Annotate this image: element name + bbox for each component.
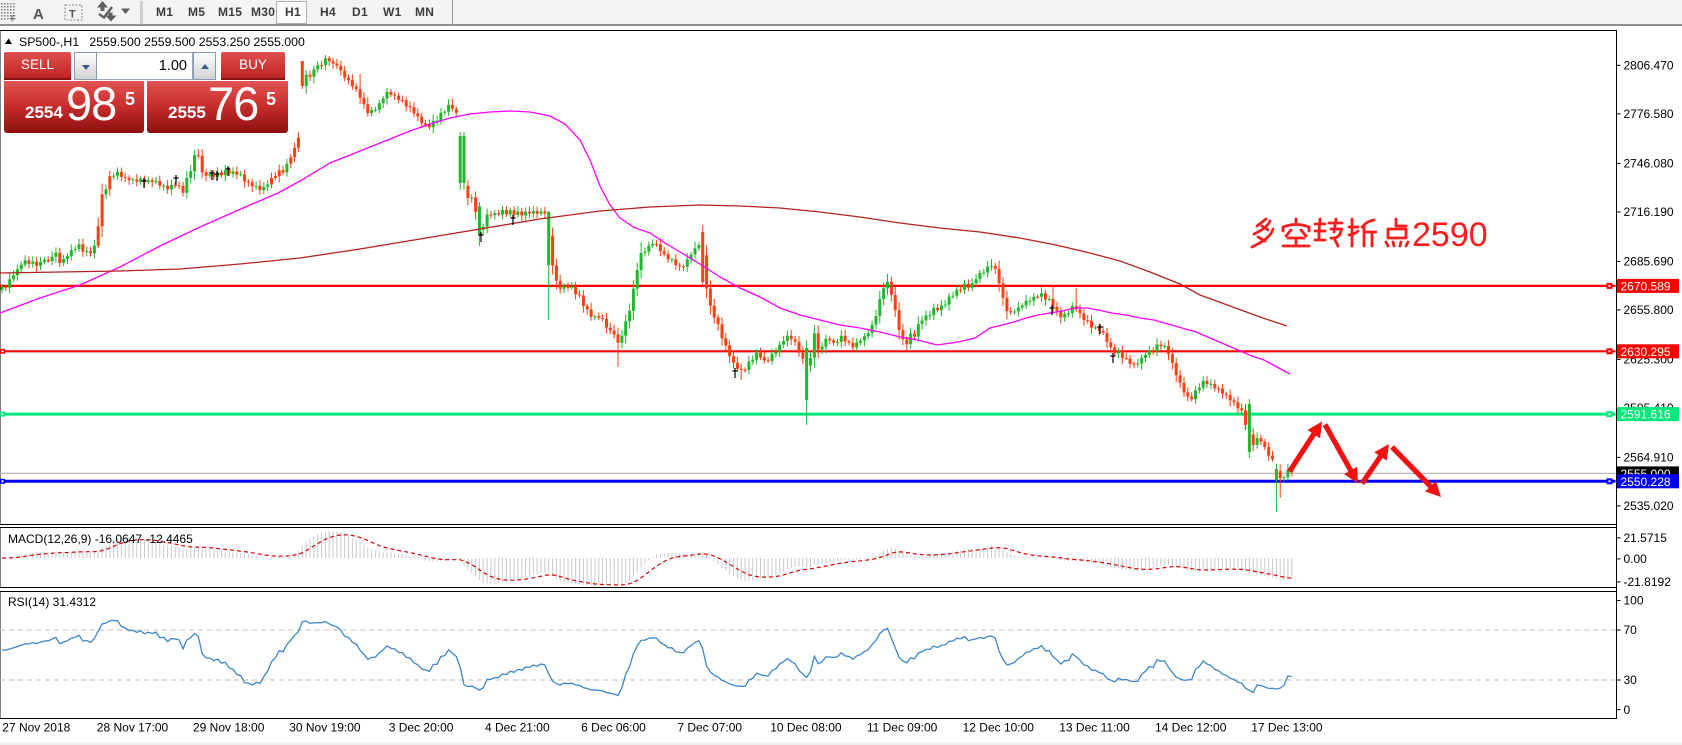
svg-text:2590: 2590 bbox=[1412, 216, 1488, 254]
svg-text:4 Dec 21:00: 4 Dec 21:00 bbox=[485, 721, 550, 735]
svg-text:0: 0 bbox=[1624, 703, 1631, 717]
svg-text:29 Nov 18:00: 29 Nov 18:00 bbox=[193, 721, 265, 735]
svg-text:2776.580: 2776.580 bbox=[1624, 107, 1674, 121]
svg-text:A: A bbox=[33, 6, 44, 23]
svg-text:100: 100 bbox=[1624, 594, 1644, 608]
svg-text:2564.910: 2564.910 bbox=[1624, 451, 1674, 465]
svg-text:21.5715: 21.5715 bbox=[1624, 531, 1668, 545]
svg-text:2746.080: 2746.080 bbox=[1624, 157, 1674, 171]
svg-text:12 Dec 10:00: 12 Dec 10:00 bbox=[963, 721, 1035, 735]
svg-text:2670.589: 2670.589 bbox=[1621, 279, 1671, 293]
svg-text:SP500-,H1 2559.500 2559.500: SP500-,H1 2559.500 2559.500 2553.250 255… bbox=[19, 35, 305, 49]
svg-text:2685.690: 2685.690 bbox=[1624, 255, 1674, 269]
svg-text:0.00: 0.00 bbox=[1624, 552, 1648, 566]
svg-text:F: F bbox=[11, 15, 16, 24]
svg-text:30: 30 bbox=[1624, 673, 1638, 687]
svg-text:28 Nov 17:00: 28 Nov 17:00 bbox=[97, 721, 169, 735]
svg-text:2655.800: 2655.800 bbox=[1624, 303, 1674, 317]
svg-text:13 Dec 11:00: 13 Dec 11:00 bbox=[1059, 721, 1130, 735]
svg-text:RSI(14) 31.4312: RSI(14) 31.4312 bbox=[8, 595, 96, 609]
svg-text:17 Dec 13:00: 17 Dec 13:00 bbox=[1251, 721, 1323, 735]
svg-text:2591.616: 2591.616 bbox=[1621, 408, 1671, 422]
svg-text:2535.020: 2535.020 bbox=[1624, 499, 1674, 513]
svg-text:2630.295: 2630.295 bbox=[1621, 345, 1671, 359]
svg-text:2550.228: 2550.228 bbox=[1621, 475, 1671, 489]
svg-text:11 Dec 09:00: 11 Dec 09:00 bbox=[867, 721, 938, 735]
svg-text:27 Nov 2018: 27 Nov 2018 bbox=[2, 721, 70, 735]
svg-text:7 Dec 07:00: 7 Dec 07:00 bbox=[677, 721, 742, 735]
svg-text:2806.470: 2806.470 bbox=[1624, 59, 1674, 73]
svg-text:T: T bbox=[69, 9, 76, 21]
svg-text:3 Dec 20:00: 3 Dec 20:00 bbox=[389, 721, 454, 735]
svg-text:30 Nov 19:00: 30 Nov 19:00 bbox=[289, 721, 361, 735]
svg-text:MACD(12,26,9) -16.0647 -12.446: MACD(12,26,9) -16.0647 -12.4465 bbox=[8, 532, 193, 546]
svg-text:6 Dec 06:00: 6 Dec 06:00 bbox=[581, 721, 646, 735]
svg-text:10 Dec 08:00: 10 Dec 08:00 bbox=[770, 721, 842, 735]
svg-text:70: 70 bbox=[1624, 623, 1638, 637]
svg-text:14 Dec 12:00: 14 Dec 12:00 bbox=[1155, 721, 1227, 735]
svg-text:2716.190: 2716.190 bbox=[1624, 205, 1674, 219]
svg-text:-21.8192: -21.8192 bbox=[1624, 575, 1672, 589]
